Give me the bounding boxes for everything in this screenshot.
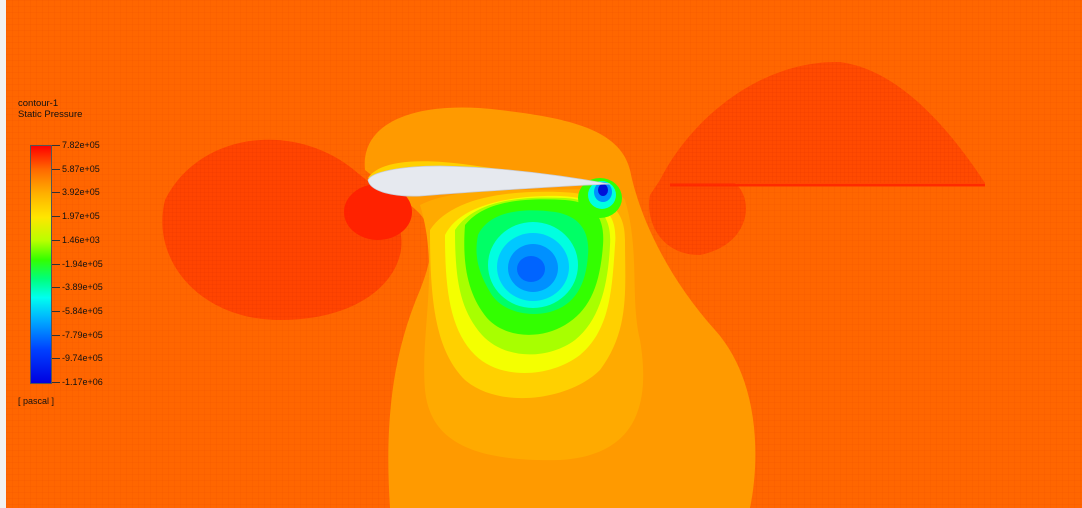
colorbar-tick [52, 358, 60, 360]
contour-name: contour-1 [18, 98, 59, 109]
variable-name: Static Pressure [18, 109, 83, 120]
colorbar-tick-label: -1.17e+06 [62, 377, 103, 387]
colorbar-tick [52, 192, 60, 194]
colorbar-tick [52, 216, 60, 218]
colorbar-tick [52, 334, 60, 336]
color-legend: contour-1 Static Pressure 7.82e+05 5.87e+… [18, 98, 138, 406]
colorbar-tick [52, 263, 60, 265]
unit-label: [ pascal ] [18, 396, 55, 406]
colorbar [30, 145, 52, 384]
colorbar-tick-label: 1.97e+05 [62, 211, 100, 222]
colorbar-tick-label: 1.46e+03 [62, 234, 100, 245]
colorbar-tick-label: -3.89e+05 [62, 282, 103, 293]
colorbar-tick-label: 5.87e+05 [62, 163, 100, 174]
colorbar-tick [52, 287, 60, 289]
colorbar-tick-label: -9.74e+05 [62, 353, 103, 364]
viewport-edge [0, 0, 6, 508]
colorbar-tick [52, 239, 60, 241]
trailing-vortex-core [598, 184, 608, 196]
colorbar-tick-label: -1.94e+05 [62, 258, 103, 269]
colorbar-tick [52, 382, 60, 383]
airfoil-shape[interactable] [367, 165, 611, 197]
colorbar-tick [52, 310, 60, 312]
colorbar-tick-label: -5.84e+05 [62, 305, 103, 316]
pressure-minimum-core [517, 256, 545, 282]
colorbar-tick-label: 3.92e+05 [62, 187, 100, 198]
stagnation-zone [344, 184, 412, 240]
colorbar-tick [52, 145, 60, 146]
colorbar-tick [52, 168, 60, 170]
colorbar-tick-label: -7.79e+05 [62, 329, 103, 340]
colorbar-tick-label: 7.82e+05 [62, 140, 100, 150]
